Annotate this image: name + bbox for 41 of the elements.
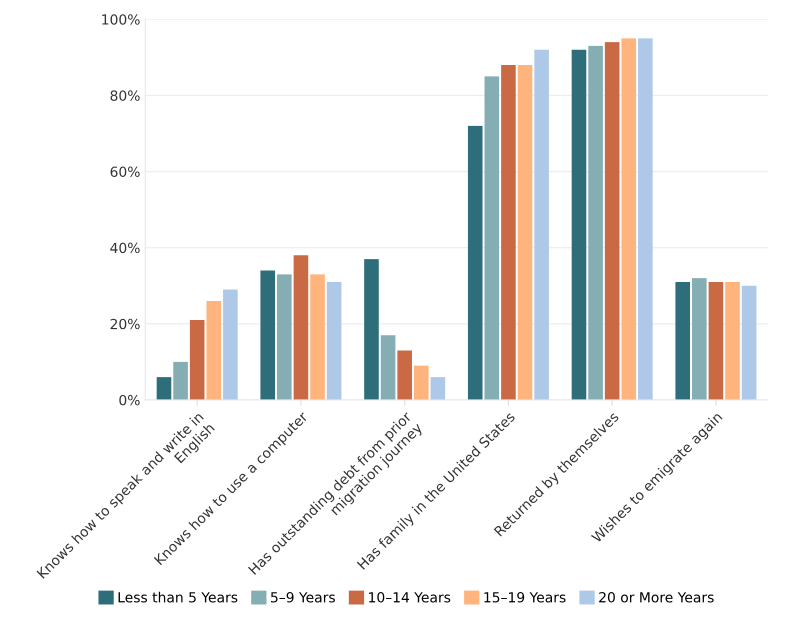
- bar: [206, 300, 222, 400]
- y-tick-label: 0%: [119, 394, 140, 406]
- legend-label: 20 or More Years: [599, 592, 714, 603]
- bar: [260, 270, 276, 400]
- bar: [414, 366, 429, 400]
- bar: [742, 286, 756, 400]
- bar: [277, 274, 292, 400]
- y-tick-label: 20%: [110, 318, 140, 330]
- bar: [692, 278, 707, 400]
- bar: [468, 126, 483, 400]
- bar: [534, 50, 549, 400]
- bar: [190, 320, 204, 400]
- bar: [675, 282, 690, 400]
- bar: [310, 274, 325, 400]
- bar: [380, 335, 396, 400]
- bar: [397, 350, 412, 400]
- bar: [484, 76, 500, 400]
- legend-label: 15–19 Years: [484, 592, 566, 603]
- legend-label: Less than 5 Years: [118, 592, 238, 603]
- bar: [588, 46, 603, 400]
- bar: [604, 42, 620, 400]
- y-tick-label: 60%: [110, 166, 140, 178]
- bar: [156, 377, 172, 400]
- bar: [294, 255, 308, 400]
- y-tick-label: 40%: [110, 242, 140, 254]
- bar: [173, 362, 188, 400]
- bar: [725, 282, 740, 400]
- bar: [430, 377, 446, 400]
- legend-label: 10–14 Years: [369, 592, 450, 603]
- legend-label: 5–9 Years: [271, 592, 335, 603]
- bar: [518, 64, 532, 400]
- y-tick-label: 100%: [102, 14, 140, 25]
- bar: [501, 64, 516, 400]
- bar: [364, 259, 379, 400]
- bar: [326, 282, 342, 400]
- bar: [223, 290, 238, 400]
- bar: [708, 282, 724, 400]
- bar: [572, 50, 586, 400]
- y-tick-label: 80%: [110, 90, 140, 101]
- bar: [621, 38, 636, 400]
- bar: [638, 38, 653, 400]
